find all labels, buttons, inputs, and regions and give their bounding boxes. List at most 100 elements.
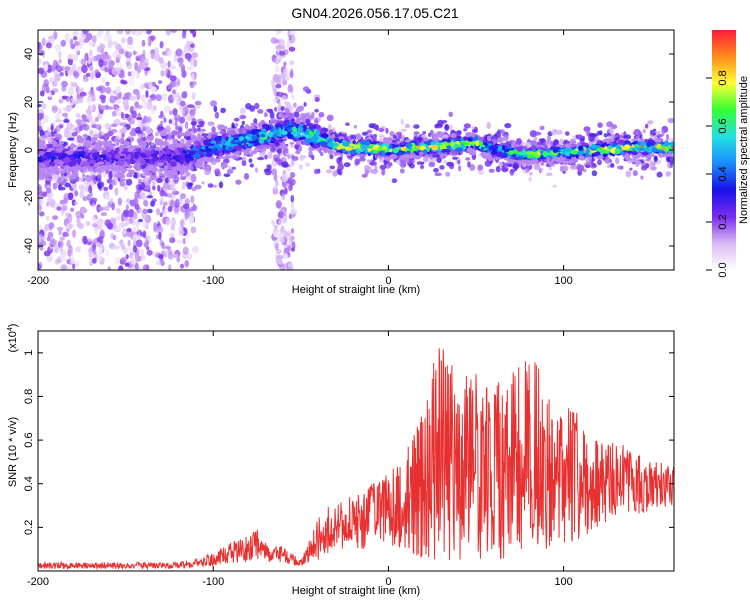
spectrogram-noise-dot (58, 229, 62, 236)
spectrogram-noise-dot (89, 65, 94, 72)
spectrogram-ridge-dot (471, 131, 475, 137)
spectrogram-noise-dot (53, 59, 58, 66)
spectrogram-ridge-dot (97, 161, 105, 165)
spectrogram-noise-dot (290, 159, 295, 167)
spectrogram-band-dot (317, 116, 322, 122)
spectrogram-band-dot (318, 148, 322, 154)
spectrogram-noise-dot (74, 190, 79, 197)
spectrogram-noise-dot (38, 120, 42, 127)
spectrogram-noise-dot (159, 212, 163, 218)
spectrogram-noise-dot (157, 80, 163, 85)
spectrogram-noise-dot (288, 266, 294, 270)
spectrogram-band-dot (465, 157, 471, 161)
spectrogram-band-dot (155, 132, 159, 137)
spectrogram-noise-dot (39, 90, 45, 97)
spectrogram-band-dot (274, 157, 279, 162)
spectrogram-band-dot (416, 161, 423, 165)
spectrogram-band-dot (441, 120, 448, 124)
spectrogram-noise-dot (97, 254, 103, 262)
spectrogram-noise-dot (141, 30, 147, 34)
spectrogram-noise-dot (52, 88, 59, 93)
spectrogram-noise-dot (148, 81, 153, 90)
spectrogram-noise-dot (107, 61, 113, 70)
spectrogram-band-dot (138, 218, 143, 223)
spectrogram-noise-dot (59, 246, 63, 253)
spectrogram-band-dot (358, 157, 366, 162)
spectrogram-ridge-dot (162, 141, 169, 147)
spectrogram-noise-dot (75, 246, 81, 253)
spectrogram-noise-dot (144, 58, 150, 64)
spectrogram-noise-dot (87, 237, 93, 242)
spectrogram-noise-dot (92, 257, 97, 264)
spectrogram-noise-dot (173, 54, 178, 63)
spectrogram-band-dot (364, 164, 370, 171)
spectrogram-noise-dot (65, 228, 70, 233)
spectrogram-noise-dot (82, 196, 88, 202)
spectrogram-noise-dot (163, 201, 168, 207)
spectrogram-noise-dot (169, 75, 177, 82)
spectrogram-band-dot (457, 135, 461, 140)
spectrogram-band-dot (314, 108, 319, 113)
spectrogram-band-dot (433, 168, 439, 173)
spectrogram-noise-dot (152, 105, 156, 113)
spectrogram-noise-dot (125, 61, 131, 66)
spectrogram-noise-dot (181, 181, 186, 191)
spectrogram-noise-dot (278, 219, 285, 226)
spectrogram-band-dot (656, 134, 664, 138)
spectrogram-noise-dot (51, 80, 58, 87)
spectrogram-band-dot (473, 126, 478, 134)
spectrogram-noise-dot (142, 264, 150, 270)
spectrogram-band-dot (107, 130, 114, 137)
spectrogram-ridge-dot (650, 153, 655, 157)
spectrogram-ridge-dot (670, 149, 674, 155)
spectrogram-ridge-dot (271, 127, 275, 133)
spectrogram-ridge-dot (128, 169, 135, 173)
spectrogram-noise-dot (157, 185, 161, 192)
spectrogram-band-dot (665, 171, 672, 177)
spectrogram-band-dot (212, 184, 218, 188)
spectrogram-noise-dot (132, 50, 137, 56)
spectrogram-band-dot (385, 127, 389, 134)
spectrogram-band-dot (320, 151, 324, 157)
spectrogram-noise-dot (167, 205, 173, 213)
spectrogram-noise-dot (71, 63, 77, 72)
spectrogram-band-dot (366, 159, 373, 163)
spectrogram-noise-dot (114, 257, 120, 265)
spectrogram-noise-dot (38, 112, 41, 121)
spectrogram-noise-dot (45, 42, 52, 49)
spectrogram-noise-dot (121, 69, 125, 79)
spectrogram-band-dot (633, 131, 637, 136)
spectrogram-noise-dot (190, 195, 195, 204)
spectrogram-ridge-dot (552, 157, 556, 162)
spectrogram-noise-dot (124, 30, 131, 35)
spectrogram-noise-dot (129, 77, 135, 87)
spectrogram-noise-dot (275, 30, 280, 36)
spectrogram-noise-dot (69, 207, 75, 213)
spectrogram-noise-dot (115, 85, 121, 94)
spectrogram-noise-dot (78, 44, 84, 49)
spectrogram-noise-dot (41, 120, 45, 128)
spectrogram-noise-dot (75, 119, 82, 125)
spectrogram-band-dot (665, 155, 671, 163)
spectrogram-noise-dot (167, 69, 171, 79)
spectrogram-noise-dot (172, 253, 179, 259)
spectrogram-band-dot (79, 125, 83, 132)
spectrogram-noise-dot (75, 210, 82, 219)
spectrogram-noise-dot (38, 263, 42, 270)
spectrogram-noise-dot (79, 206, 87, 214)
spectrogram-ridge-dot (400, 156, 404, 161)
spectrogram-noise-dot (275, 200, 282, 209)
spectrogram-noise-dot (115, 107, 122, 117)
spectrogram-band-dot (280, 106, 285, 111)
spectrogram-band-dot (254, 167, 259, 173)
spectrogram-band-dot (201, 181, 205, 185)
spectrogram-ridge-dot (199, 128, 207, 132)
spectrogram-ridge-dot (309, 123, 314, 128)
spectrogram-noise-dot (180, 193, 186, 200)
spectrogram-band-dot (254, 102, 260, 110)
spectrogram-noise-dot (71, 181, 77, 190)
spectrogram-band-dot (653, 155, 658, 163)
spectrogram-band-dot (463, 123, 471, 129)
spectrogram-noise-dot (78, 37, 85, 47)
spectrogram-noise-dot (82, 30, 89, 35)
